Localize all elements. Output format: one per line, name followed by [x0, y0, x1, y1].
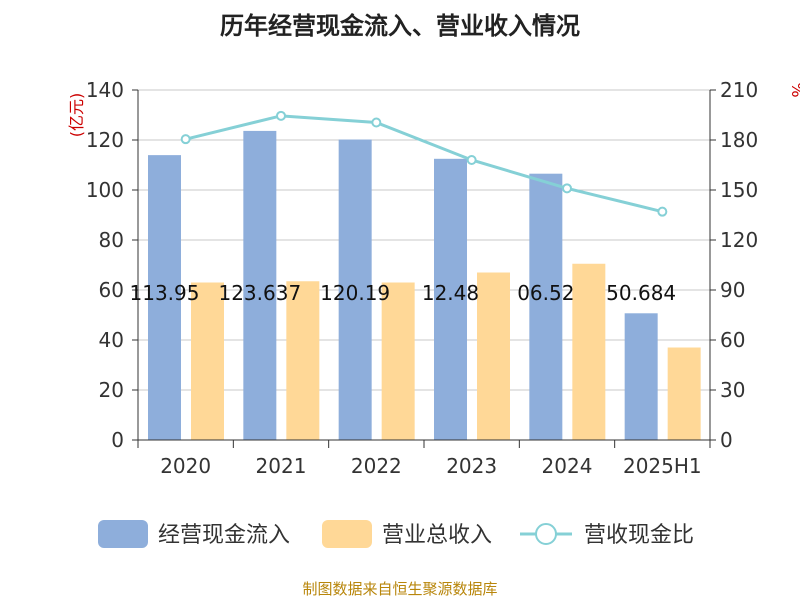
- bar-cash-inflow: [338, 139, 372, 440]
- right-tick-label: 0: [720, 428, 733, 452]
- right-tick-label: 30: [720, 378, 745, 402]
- source-note: 制图数据来自恒生聚源数据库: [302, 580, 498, 598]
- left-tick-label: 40: [99, 328, 124, 352]
- right-tick-label: 210: [720, 78, 758, 102]
- bar-cash-inflow: [148, 155, 181, 440]
- data-label-cash-inflow: 113.95: [130, 281, 200, 305]
- data-labels: 113.95 123.637 120.19 12.48 06.52 50.684: [130, 281, 677, 305]
- ratio-point: [466, 155, 477, 165]
- bar-revenue: [381, 282, 415, 440]
- bar-revenue: [191, 282, 224, 440]
- right-tick-label: 90: [720, 278, 745, 302]
- right-axis-unit: %: [788, 82, 800, 97]
- bar-revenue: [572, 263, 606, 440]
- data-label-cash-inflow: 123.637: [218, 281, 301, 305]
- right-tick-label: 180: [720, 128, 758, 152]
- right-tick-label: 150: [720, 178, 758, 202]
- right-tick-label: 60: [720, 328, 745, 352]
- bar-cash-inflow: [624, 313, 658, 440]
- x-tick-label: 2023: [446, 454, 497, 478]
- legend-swatch-revenue: [322, 520, 372, 548]
- data-label-cash-inflow: 50.684: [606, 281, 676, 305]
- bars: [148, 130, 701, 441]
- bar-cash-inflow: [434, 158, 467, 441]
- data-label-cash-inflow: 12.48: [422, 281, 479, 305]
- x-tick-label: 2021: [256, 454, 307, 478]
- x-tick-label: 2024: [542, 454, 593, 478]
- bar-cash-inflow: [243, 130, 277, 440]
- left-tick-label: 80: [99, 228, 124, 252]
- left-tick-label: 140: [86, 78, 124, 102]
- left-axis-unit: (亿元): [67, 93, 86, 138]
- legend-label-revenue: 营业总收入: [382, 523, 492, 548]
- ratio-point: [371, 117, 382, 128]
- left-tick-label: 0: [111, 428, 124, 452]
- legend-label-cash-inflow: 经营现金流入: [158, 523, 290, 548]
- data-label-cash-inflow: 120.19: [320, 281, 390, 305]
- ratio-polyline: [185, 114, 663, 214]
- ratio-point: [562, 183, 572, 194]
- ratio-line: [180, 110, 668, 217]
- left-tick-label: 120: [86, 128, 124, 152]
- legend-swatch-ratio-marker: [535, 523, 557, 545]
- bar-revenue: [477, 272, 510, 440]
- axes: 0 20 40 60 80 100 120 140 0 30 60 90 120 150 180 210 202…: [86, 78, 758, 478]
- x-tick-label: 2020: [160, 454, 211, 478]
- bar-revenue: [286, 281, 320, 440]
- left-tick-label: 100: [86, 178, 124, 202]
- x-tick-label: 2022: [351, 454, 402, 478]
- bar-cash-inflow: [529, 173, 563, 440]
- bar-revenue: [667, 347, 701, 440]
- legend-swatch-cash-inflow: [98, 520, 148, 548]
- ratio-point: [657, 206, 668, 217]
- x-tick-label: 2025H1: [623, 454, 702, 478]
- left-tick-label: 60: [99, 278, 124, 302]
- data-label-cash-inflow: 06.52: [517, 281, 574, 305]
- left-tick-label: 20: [99, 378, 124, 402]
- legend: 经营现金流入 营业总收入 营收现金比: [98, 520, 694, 548]
- right-tick-label: 120: [720, 228, 758, 252]
- ratio-point: [180, 134, 191, 145]
- chart-title: 历年经营现金流入、营业收入情况: [220, 12, 580, 40]
- legend-label-ratio: 营收现金比: [584, 523, 694, 548]
- ratio-point: [276, 110, 286, 121]
